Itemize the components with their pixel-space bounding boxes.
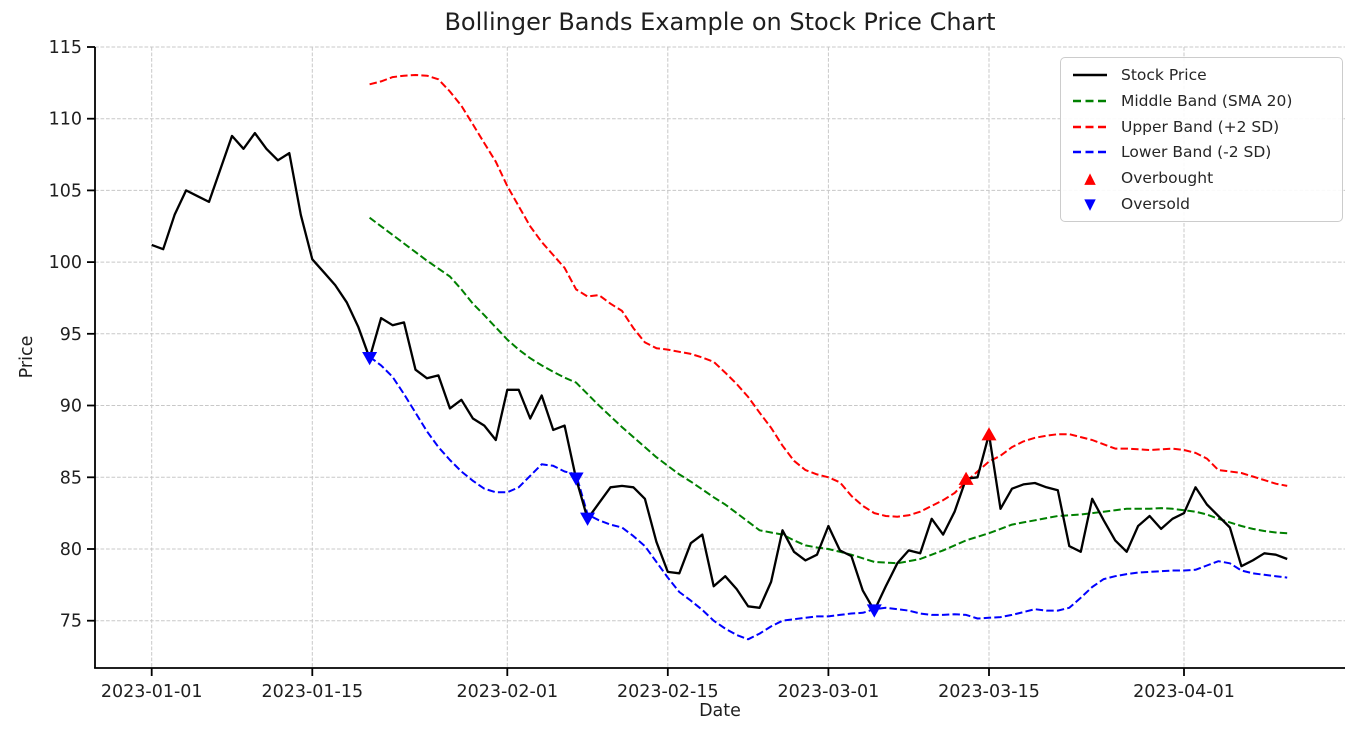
- x-tick-label-2023-02-15: 2023-02-15: [617, 682, 719, 702]
- chart-title: Bollinger Bands Example on Stock Price C…: [444, 8, 996, 36]
- y-tick-label-75: 75: [60, 612, 82, 632]
- series-stock-price: [151, 131, 1288, 612]
- x-tick-label-2023-01-01: 2023-01-01: [101, 682, 203, 702]
- legend-label: Middle Band (SMA 20): [1121, 91, 1293, 110]
- y-tick-label-100: 100: [49, 253, 82, 273]
- legend-line-dashed-blue-icon: [1072, 149, 1108, 155]
- marker-oversold-2: [580, 512, 596, 526]
- legend-label: Lower Band (-2 SD): [1121, 143, 1272, 162]
- legend-item-overbought: ▲ Overbought: [1072, 165, 1334, 191]
- y-tick-label-115: 115: [49, 38, 82, 58]
- legend-item-stock-price: Stock Price: [1072, 62, 1334, 88]
- triangle-down-icon: ▼: [1084, 194, 1096, 213]
- y-tick-label-110: 110: [49, 110, 82, 130]
- marker-overbought-0: [958, 471, 974, 485]
- legend-item-lower-band: Lower Band (-2 SD): [1072, 139, 1334, 165]
- legend-line-solid-black-icon: [1072, 72, 1108, 78]
- x-tick-label-2023-01-15: 2023-01-15: [261, 682, 363, 702]
- legend-line-dashed-red-icon: [1072, 124, 1108, 130]
- marker-oversold-3: [866, 604, 882, 618]
- legend-box: Stock Price Middle Band (SMA 20) Upper B…: [1060, 57, 1343, 222]
- marker-oversold-0: [362, 352, 378, 366]
- x-tick-label-2023-03-01: 2023-03-01: [778, 682, 880, 702]
- legend-item-oversold: ▼ Oversold: [1072, 191, 1334, 217]
- series-lower-band-2-sd: [369, 355, 1288, 641]
- y-tick-label-80: 80: [60, 540, 82, 560]
- triangle-up-icon: ▲: [1084, 168, 1096, 187]
- series-upper-band-2-sd: [369, 74, 1288, 518]
- y-axis-label: Price: [17, 335, 37, 379]
- marker-oversold-1: [568, 472, 584, 486]
- marker-overbought-1: [981, 427, 997, 441]
- legend-label: Upper Band (+2 SD): [1121, 117, 1280, 136]
- legend-label: Overbought: [1121, 169, 1214, 188]
- legend-label: Oversold: [1121, 195, 1190, 214]
- y-tick-label-85: 85: [60, 468, 82, 488]
- x-tick-label-2023-03-15: 2023-03-15: [938, 682, 1040, 702]
- legend-label: Stock Price: [1121, 65, 1207, 84]
- x-tick-label-2023-04-01: 2023-04-01: [1133, 682, 1235, 702]
- y-tick-label-105: 105: [49, 181, 82, 201]
- series-middle-band-sma-20: [369, 216, 1288, 565]
- legend-line-dashed-green-icon: [1072, 98, 1108, 104]
- x-axis-label: Date: [699, 701, 741, 721]
- x-tick-label-2023-02-01: 2023-02-01: [456, 682, 558, 702]
- legend-item-upper-band: Upper Band (+2 SD): [1072, 114, 1334, 140]
- legend-item-middle-band: Middle Band (SMA 20): [1072, 88, 1334, 114]
- y-tick-label-95: 95: [60, 325, 82, 345]
- y-tick-label-90: 90: [60, 397, 82, 417]
